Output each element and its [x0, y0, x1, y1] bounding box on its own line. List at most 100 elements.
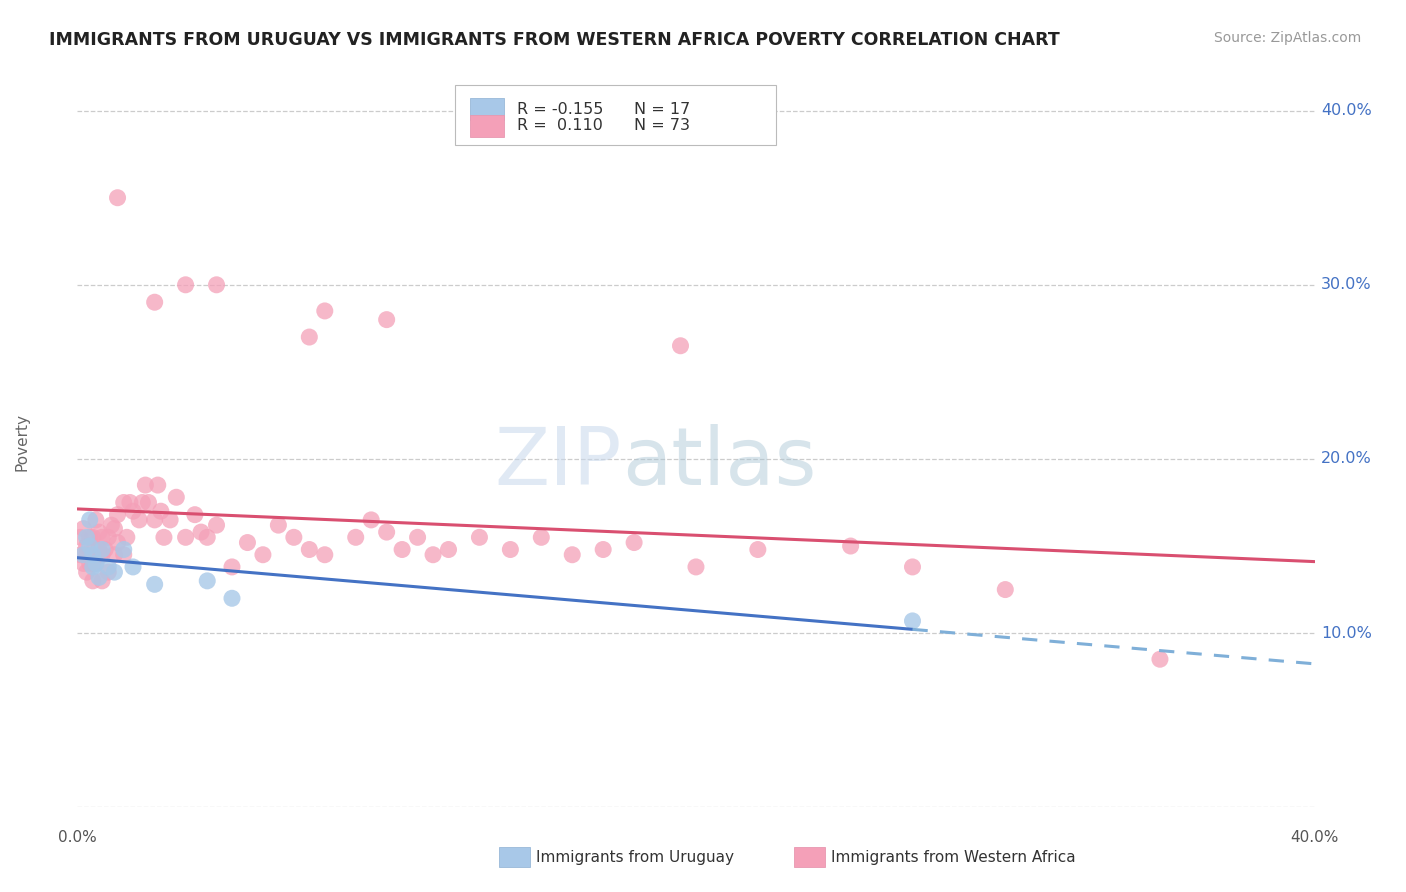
Text: Immigrants from Western Africa: Immigrants from Western Africa [831, 850, 1076, 864]
Point [91, 542, 114, 557]
Point [72, 557, 94, 571]
Text: R = -0.155: R = -0.155 [516, 102, 603, 117]
Point [165, 490, 187, 504]
Point [87, 570, 110, 584]
Point [174, 530, 197, 544]
Point [375, 312, 398, 326]
Point [112, 495, 135, 509]
Point [283, 530, 305, 544]
Point [143, 295, 166, 310]
Point [406, 530, 429, 544]
Point [94, 542, 117, 557]
Point [76, 530, 98, 544]
Text: 40.0%: 40.0% [1320, 103, 1371, 118]
Point [149, 504, 172, 518]
Point [205, 277, 228, 292]
Point [118, 495, 141, 509]
Point [107, 535, 129, 549]
Point [107, 191, 129, 205]
Point [79, 530, 101, 544]
Point [221, 591, 243, 606]
Point [115, 530, 138, 544]
Point [344, 530, 367, 544]
Point [128, 513, 150, 527]
Point [901, 614, 924, 628]
Point [91, 574, 114, 588]
Point [184, 508, 207, 522]
Point [82, 574, 104, 588]
Point [530, 530, 553, 544]
Point [236, 535, 259, 549]
Text: Immigrants from Uruguay: Immigrants from Uruguay [536, 850, 734, 864]
Point [468, 530, 491, 544]
Text: atlas: atlas [621, 425, 815, 502]
FancyBboxPatch shape [470, 114, 505, 136]
Point [82, 548, 104, 562]
Text: ZIP: ZIP [495, 425, 621, 502]
Text: N = 73: N = 73 [634, 118, 690, 133]
Point [122, 560, 145, 574]
Point [100, 518, 122, 533]
Point [97, 560, 120, 574]
Text: 30.0%: 30.0% [1320, 277, 1371, 293]
Point [195, 574, 218, 588]
Point [107, 508, 129, 522]
Point [159, 513, 181, 527]
Point [901, 560, 924, 574]
Text: 10.0%: 10.0% [1320, 625, 1372, 640]
Point [122, 504, 145, 518]
Point [72, 522, 94, 536]
Point [298, 542, 321, 557]
Point [143, 513, 166, 527]
Point [174, 277, 197, 292]
Point [82, 530, 104, 544]
FancyBboxPatch shape [454, 86, 776, 145]
Text: 40.0%: 40.0% [1291, 830, 1339, 845]
Point [267, 518, 290, 533]
Point [437, 542, 460, 557]
Point [153, 530, 176, 544]
Point [103, 522, 125, 536]
Point [422, 548, 444, 562]
Point [134, 478, 156, 492]
Point [623, 535, 645, 549]
Text: 20.0%: 20.0% [1320, 451, 1371, 467]
Point [146, 478, 169, 492]
Point [112, 542, 135, 557]
Point [205, 518, 228, 533]
Point [91, 548, 114, 562]
Point [84, 557, 107, 571]
Text: IMMIGRANTS FROM URUGUAY VS IMMIGRANTS FROM WESTERN AFRICA POVERTY CORRELATION CH: IMMIGRANTS FROM URUGUAY VS IMMIGRANTS FR… [49, 31, 1060, 49]
Point [69, 548, 91, 562]
Point [103, 548, 125, 562]
Text: Poverty: Poverty [14, 412, 30, 471]
Point [72, 548, 94, 562]
Point [747, 542, 769, 557]
Point [195, 530, 218, 544]
Point [82, 557, 104, 571]
Point [592, 542, 614, 557]
Point [112, 548, 135, 562]
Point [143, 577, 166, 591]
Point [221, 560, 243, 574]
Point [131, 495, 153, 509]
Point [561, 548, 583, 562]
Point [375, 525, 398, 540]
Point [79, 539, 101, 553]
Point [97, 565, 120, 579]
Text: R =  0.110: R = 0.110 [516, 118, 602, 133]
Text: Source: ZipAtlas.com: Source: ZipAtlas.com [1213, 31, 1361, 45]
Text: N = 17: N = 17 [634, 102, 690, 117]
Point [79, 557, 101, 571]
Point [839, 539, 862, 553]
Point [138, 495, 160, 509]
Point [82, 560, 104, 574]
Point [190, 525, 212, 540]
Point [1149, 652, 1171, 666]
Point [994, 582, 1017, 597]
Point [84, 513, 107, 527]
Point [314, 548, 336, 562]
Point [669, 339, 692, 353]
Point [499, 542, 522, 557]
Point [76, 548, 98, 562]
